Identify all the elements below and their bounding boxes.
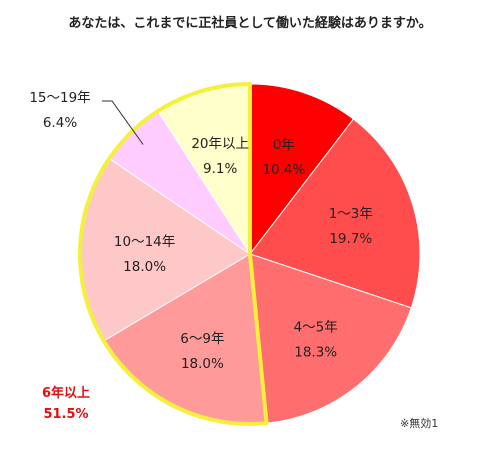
slice-value-3: 18.0% — [181, 356, 224, 372]
slice-0 — [249, 83, 355, 256]
slice-label-5: 15～19年 — [29, 90, 90, 106]
slice-label-6: 20年以上 — [191, 136, 249, 152]
slice-value-0: 10.4% — [262, 162, 305, 178]
slice-value-1: 19.7% — [329, 231, 372, 247]
slice-label-2: 4～5年 — [294, 319, 338, 335]
slice-label-1: 1～3年 — [329, 206, 373, 222]
chart-title: あなたは、これまでに正社員として働いた経験はありますか。 — [68, 16, 432, 31]
slice-value-4: 18.0% — [123, 259, 166, 275]
slice-label-3: 6～9年 — [180, 331, 224, 347]
group-value: 51.5% — [43, 407, 88, 422]
slice-label-4: 10～14年 — [114, 234, 175, 250]
leader-line-15-19 — [102, 100, 144, 145]
slice-1 — [249, 118, 421, 309]
slice-label-0: 0年 — [273, 137, 295, 153]
slice-value-2: 18.3% — [294, 344, 337, 360]
group-label: 6年以上 — [42, 385, 90, 401]
slice-value-5: 6.4% — [43, 115, 77, 131]
highlight-group-outline — [77, 82, 269, 426]
slice-value-6: 9.1% — [203, 161, 237, 177]
slice-labels: 0年 10.4% 1～3年 19.7% 4～5年 18.3% 6～9年 18.0% 10～14年… — [29, 90, 373, 372]
slice-2 — [249, 253, 412, 424]
note-invalid: ※無効1 — [400, 416, 438, 430]
